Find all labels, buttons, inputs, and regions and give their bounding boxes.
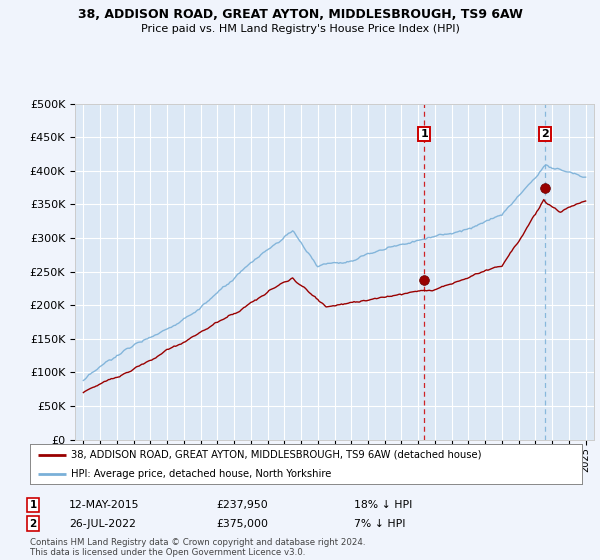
Text: 38, ADDISON ROAD, GREAT AYTON, MIDDLESBROUGH, TS9 6AW (detached house): 38, ADDISON ROAD, GREAT AYTON, MIDDLESBR… xyxy=(71,450,482,460)
Text: 26-JUL-2022: 26-JUL-2022 xyxy=(69,519,136,529)
Text: Contains HM Land Registry data © Crown copyright and database right 2024.
This d: Contains HM Land Registry data © Crown c… xyxy=(30,538,365,557)
Text: 38, ADDISON ROAD, GREAT AYTON, MIDDLESBROUGH, TS9 6AW: 38, ADDISON ROAD, GREAT AYTON, MIDDLESBR… xyxy=(77,8,523,21)
Text: 18% ↓ HPI: 18% ↓ HPI xyxy=(354,500,412,510)
Text: £375,000: £375,000 xyxy=(216,519,268,529)
Text: 12-MAY-2015: 12-MAY-2015 xyxy=(69,500,139,510)
Text: 7% ↓ HPI: 7% ↓ HPI xyxy=(354,519,406,529)
Text: Price paid vs. HM Land Registry's House Price Index (HPI): Price paid vs. HM Land Registry's House … xyxy=(140,24,460,34)
Text: £237,950: £237,950 xyxy=(216,500,268,510)
Text: 1: 1 xyxy=(29,500,37,510)
Text: 2: 2 xyxy=(29,519,37,529)
Text: 2: 2 xyxy=(541,129,548,139)
Text: 1: 1 xyxy=(421,129,428,139)
Text: HPI: Average price, detached house, North Yorkshire: HPI: Average price, detached house, Nort… xyxy=(71,469,332,478)
